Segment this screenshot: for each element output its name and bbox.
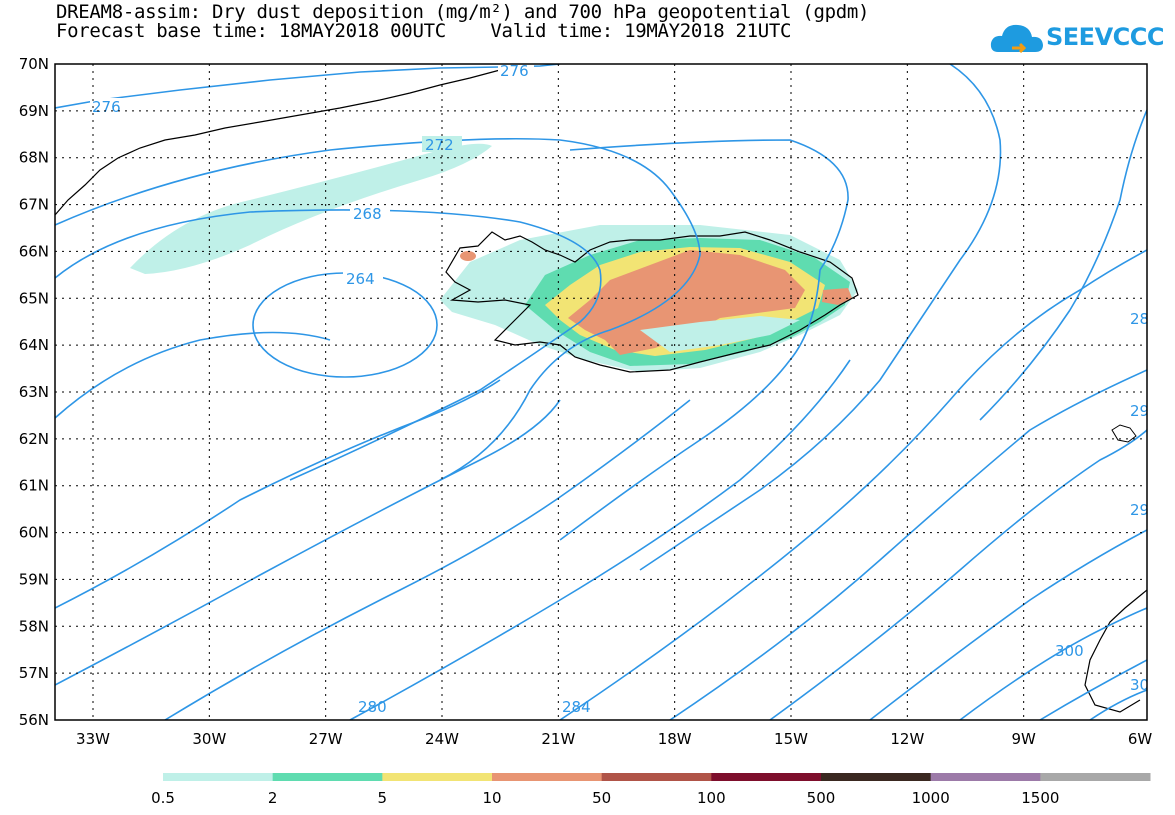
latitude-label: 69N	[19, 102, 49, 120]
latitude-label: 62N	[19, 430, 49, 448]
dust-plume-west	[130, 143, 492, 274]
latitude-labels: 70N 69N 68N 67N 66N 65N 64N 63N 62N 61N 60N 59N 58N 5…	[19, 55, 49, 729]
legend-label: 50	[592, 789, 611, 807]
contour-280b	[55, 399, 561, 686]
legend-label: 1000	[912, 789, 950, 807]
color-legend: 0.5 2 5 10 50 100 500 1000 1500	[151, 773, 1151, 807]
longitude-label: 27W	[309, 730, 343, 748]
contour-268	[55, 209, 602, 481]
graticule	[55, 64, 1147, 720]
legend-swatch	[272, 773, 383, 781]
dust-deposition-shading	[130, 143, 858, 372]
forecast-times: Forecast base time: 18MAY2018 00UTC Vali…	[56, 20, 792, 42]
longitude-label: 12W	[890, 730, 924, 748]
greenland-coastline	[55, 64, 531, 216]
chart-title: DREAM8-assim: Dry dust deposition (mg/m²…	[56, 1, 870, 23]
latitude-label: 66N	[19, 242, 49, 260]
longitude-label: 6W	[1128, 730, 1153, 748]
longitude-label: 33W	[76, 730, 110, 748]
legend-swatch	[601, 773, 712, 781]
latitude-label: 60N	[19, 524, 49, 542]
contour-280	[55, 379, 501, 609]
legend-label: 100	[697, 789, 726, 807]
contour-label: 284	[562, 698, 591, 716]
dust-spot-5-east	[822, 288, 852, 305]
contour-296	[669, 369, 1147, 720]
legend-label: 5	[378, 789, 388, 807]
legend-swatch	[492, 773, 603, 781]
map-frame	[54, 63, 1148, 721]
contour-264	[252, 272, 438, 378]
contour-306	[1089, 689, 1147, 720]
latitude-label: 63N	[19, 383, 49, 401]
logo-text: SEEVCCC	[1046, 23, 1165, 51]
contour-labels: 276 276 272 268 264 280 284 28 29 29 300…	[90, 62, 1149, 716]
latitude-label: 57N	[19, 664, 49, 682]
latitude-label: 70N	[19, 55, 49, 73]
contour-west-low	[55, 331, 331, 419]
dust-spot-northwest	[460, 251, 476, 261]
contour-272	[55, 137, 701, 481]
contour-label: 276	[500, 62, 529, 80]
contour-284	[164, 399, 691, 720]
latitude-label: 68N	[19, 149, 49, 167]
latitude-label: 58N	[19, 617, 49, 635]
contour-288	[349, 359, 851, 720]
legend-label: 500	[807, 789, 836, 807]
legend-swatch	[930, 773, 1041, 781]
legend-label: 10	[482, 789, 501, 807]
iceland-coastline	[445, 231, 859, 373]
seevccc-logo: SEEVCCC	[990, 18, 1165, 62]
longitude-label: 24W	[425, 730, 459, 748]
contour-label: 29	[1130, 501, 1149, 519]
contour-304	[1039, 659, 1147, 720]
contour-298	[769, 429, 1147, 720]
legend-swatch	[163, 773, 274, 781]
latitude-label: 61N	[19, 477, 49, 495]
contour-label: 300	[1055, 642, 1084, 660]
contour-300	[869, 529, 1147, 720]
contour-label: 268	[353, 205, 382, 223]
geopotential-contours	[55, 64, 1147, 720]
contour-east-loop	[559, 139, 849, 541]
contour-label: 30	[1130, 676, 1149, 694]
legend-swatch	[382, 773, 493, 781]
contour-label: 264	[346, 270, 375, 288]
norway-coastline	[1084, 589, 1147, 713]
latitude-label: 59N	[19, 570, 49, 588]
cloud-icon	[990, 24, 1043, 54]
longitude-label: 9W	[1011, 730, 1036, 748]
dust-low-south	[640, 316, 800, 352]
longitude-label: 30W	[192, 730, 226, 748]
longitude-label: 21W	[541, 730, 575, 748]
contour-label: 276	[92, 98, 121, 116]
longitude-label: 15W	[774, 730, 808, 748]
longitude-label: 18W	[658, 730, 692, 748]
contour-label: 29	[1130, 402, 1149, 420]
legend-swatch	[711, 773, 822, 781]
latitude-label: 64N	[19, 336, 49, 354]
longitude-labels: 33W 30W 27W 24W 21W 18W 15W 12W 9W 6W	[76, 730, 1152, 748]
contour-label: 272	[425, 136, 454, 154]
contour-label: 280	[358, 698, 387, 716]
dust-area-10	[568, 250, 805, 355]
contour-far-right	[979, 109, 1147, 421]
legend-label: 1500	[1021, 789, 1059, 807]
latitude-label: 67N	[19, 196, 49, 214]
latitude-label: 65N	[19, 289, 49, 307]
contour-label: 28	[1130, 310, 1149, 328]
legend-swatch	[821, 773, 932, 781]
faroe-islands	[1111, 424, 1137, 443]
contour-276	[55, 64, 561, 109]
legend-label: 2	[268, 789, 278, 807]
legend-label: 0.5	[151, 789, 175, 807]
contour-302	[959, 607, 1147, 720]
contour-292	[559, 249, 1147, 720]
legend-swatch	[1040, 773, 1151, 781]
latitude-label: 56N	[19, 711, 49, 729]
